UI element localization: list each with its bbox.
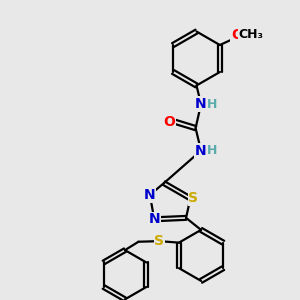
Text: S: S — [188, 191, 198, 206]
Text: N: N — [195, 97, 206, 111]
Text: O: O — [231, 28, 243, 42]
Text: N: N — [195, 144, 207, 158]
Text: H: H — [207, 144, 218, 157]
Text: N: N — [148, 212, 160, 226]
Text: O: O — [164, 115, 175, 128]
Text: S: S — [154, 234, 164, 248]
Text: H: H — [207, 98, 218, 111]
Text: N: N — [144, 188, 156, 202]
Text: CH₃: CH₃ — [238, 28, 264, 41]
